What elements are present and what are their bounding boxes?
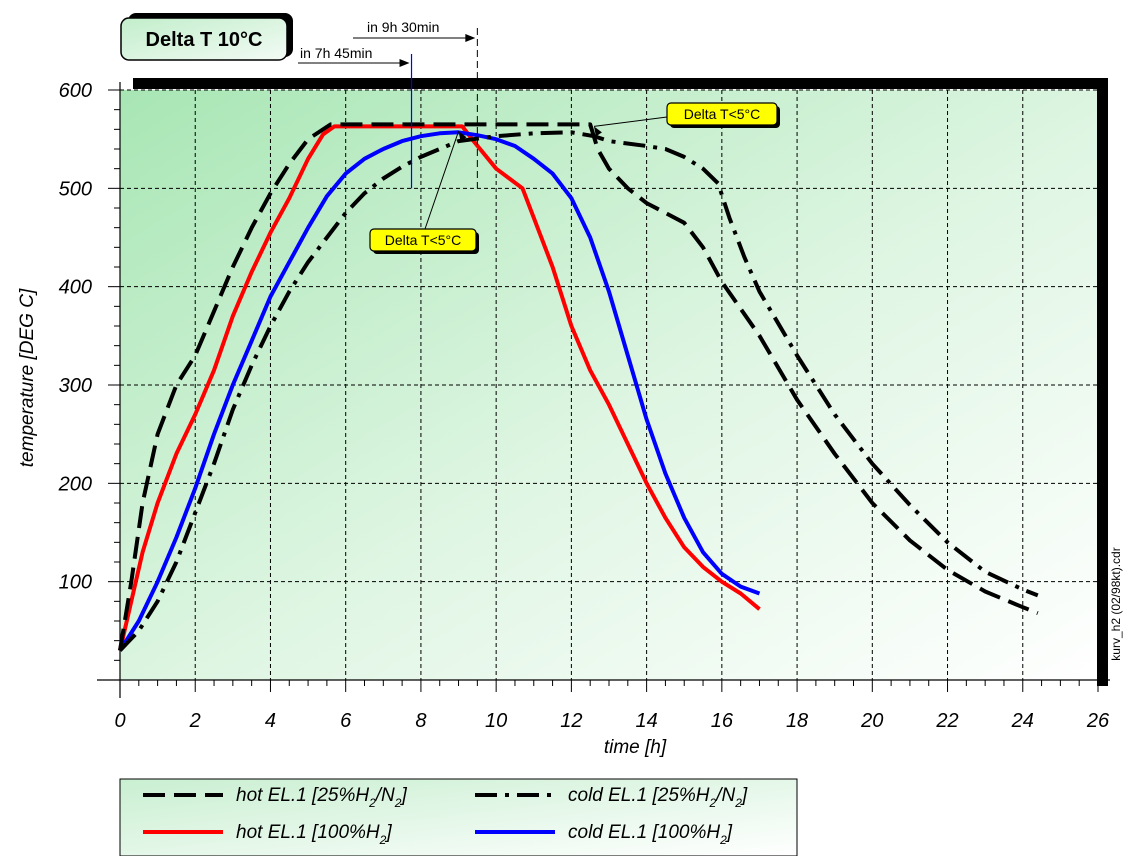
- y-tick-label: 300: [59, 375, 92, 397]
- legend-box: [119, 778, 798, 856]
- y-axis-label: temperature [DEG C]: [17, 288, 38, 467]
- plot-background: [120, 90, 1098, 680]
- series-line-4: [118, 130, 761, 652]
- series-line-2: [118, 130, 1039, 652]
- x-axis-label: time [h]: [604, 737, 667, 758]
- x-tick-label: 4: [265, 710, 276, 732]
- legend: hot EL.1 [25%H2/N2] cold EL.1 [25%H2/N2] h…: [143, 785, 748, 847]
- annotation-9h30-arrowhead: [465, 34, 476, 42]
- x-tick-label: 12: [560, 710, 582, 732]
- y-tick-label: 400: [59, 277, 92, 299]
- y-tick-label: 200: [58, 473, 92, 495]
- title-box: [120, 17, 288, 61]
- x-tick-label: 0: [114, 710, 125, 732]
- x-tick-label: 10: [485, 710, 507, 732]
- x-tick-label: 16: [711, 710, 734, 732]
- x-tick-label: 18: [786, 710, 808, 732]
- chart-title: Delta T 10°C: [146, 29, 263, 51]
- x-tick-label: 2: [189, 710, 201, 732]
- x-tick-label: 6: [340, 710, 352, 732]
- annotation-7h45-arrowhead: [399, 59, 410, 67]
- y-tick-label: 600: [59, 80, 92, 102]
- x-tick-label: 24: [1011, 710, 1034, 732]
- callout-text: Delta T<5°C: [684, 106, 761, 122]
- callout-arrowhead: [593, 126, 602, 137]
- x-tick-label: 8: [415, 710, 426, 732]
- legend-label: cold EL.1 [25%H2/N2]: [568, 785, 748, 810]
- callout-leader: [593, 116, 668, 127]
- callout-box: [666, 102, 778, 126]
- legend-label: hot EL.1 [25%H2/N2]: [236, 785, 407, 810]
- callout-arrowhead: [458, 131, 467, 142]
- series-line-1: [118, 122, 1039, 651]
- axes: 0 2 4 6 8 10 12 14 16 18 20 22 24 2610020030040050060…: [58, 80, 1110, 732]
- annotation-9h30-text: in 9h 30min: [367, 19, 439, 35]
- plot-frame-right-bar: [1097, 78, 1108, 686]
- callout-box: [369, 228, 477, 252]
- callout-text: Delta T<5°C: [385, 232, 462, 248]
- y-tick-label: 100: [59, 572, 92, 594]
- y-tick-label: 500: [59, 178, 92, 200]
- series-layer: [118, 122, 1039, 652]
- x-tick-label: 26: [1086, 710, 1110, 732]
- plot-frame-top-bar: [133, 78, 1108, 89]
- legend-label: cold EL.1 [100%H2]: [568, 822, 733, 847]
- x-tick-label: 14: [635, 710, 657, 732]
- legend-label: hot EL.1 [100%H2]: [236, 822, 392, 847]
- x-tick-label: 20: [860, 710, 883, 732]
- annotation-layer: in 9h 30min in 7h 45min Delta T<5°C Delta T…: [298, 19, 780, 254]
- annotation-7h45-text: in 7h 45min: [300, 45, 372, 61]
- callout-leader: [424, 131, 460, 230]
- side-note: kurv_h2 (02/98kt).cdr: [1109, 547, 1123, 660]
- x-tick-label: 22: [935, 710, 958, 732]
